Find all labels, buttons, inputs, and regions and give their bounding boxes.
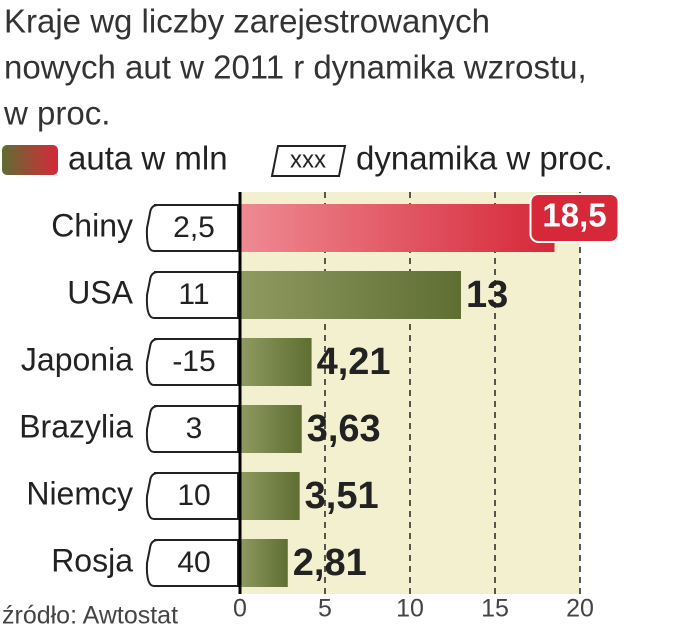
category-label: Rosja — [51, 542, 133, 578]
growth-label: 11 — [178, 278, 209, 311]
category-label: Brazylia — [19, 408, 133, 444]
category-label: USA — [67, 274, 133, 310]
value-label: 3,51 — [305, 475, 379, 517]
source: źródło: Awtostat — [2, 602, 178, 630]
value-label: 3,63 — [307, 408, 381, 450]
legend-swatch — [2, 145, 58, 175]
category-label: Chiny — [51, 207, 133, 243]
growth-box — [145, 539, 239, 587]
chart-title: w proc. — [3, 95, 110, 132]
growth-box — [145, 472, 239, 520]
category-label: Japonia — [21, 341, 133, 377]
value-label: 13 — [466, 274, 508, 316]
growth-box — [145, 271, 239, 319]
growth-label: 3 — [186, 412, 203, 445]
x-tick-label: 5 — [318, 595, 332, 623]
bar — [240, 405, 302, 453]
x-tick-label: 20 — [566, 595, 594, 623]
chart-title: nowych aut w 2011 r dynamika wzrostu, — [4, 49, 587, 86]
x-tick-label: 10 — [396, 595, 424, 623]
legend-box — [270, 145, 347, 177]
chart-title: Kraje wg liczby zarejestrowanych — [4, 3, 490, 40]
bar — [240, 204, 555, 252]
growth-label: -15 — [172, 345, 215, 378]
category-label: Niemcy — [26, 475, 133, 511]
growth-box — [145, 204, 239, 252]
growth-label: 10 — [177, 479, 210, 512]
bar — [240, 539, 288, 587]
growth-label: 2,5 — [173, 211, 215, 244]
growth-label: 40 — [177, 546, 210, 579]
bar — [240, 271, 461, 319]
bar — [240, 472, 300, 520]
legend-label: auta w mln — [68, 140, 228, 177]
value-label-box — [529, 193, 620, 243]
x-tick-label: 0 — [233, 595, 247, 623]
x-tick-label: 15 — [481, 595, 509, 623]
bar — [240, 338, 312, 386]
value-label: 18,5 — [542, 197, 606, 234]
legend-label: dynamika w proc. — [356, 140, 613, 177]
value-label: 2,81 — [293, 542, 367, 584]
growth-box — [145, 338, 239, 386]
legend-sample: xxx — [290, 146, 326, 173]
value-label: 4,21 — [317, 341, 391, 383]
growth-box — [145, 405, 239, 453]
